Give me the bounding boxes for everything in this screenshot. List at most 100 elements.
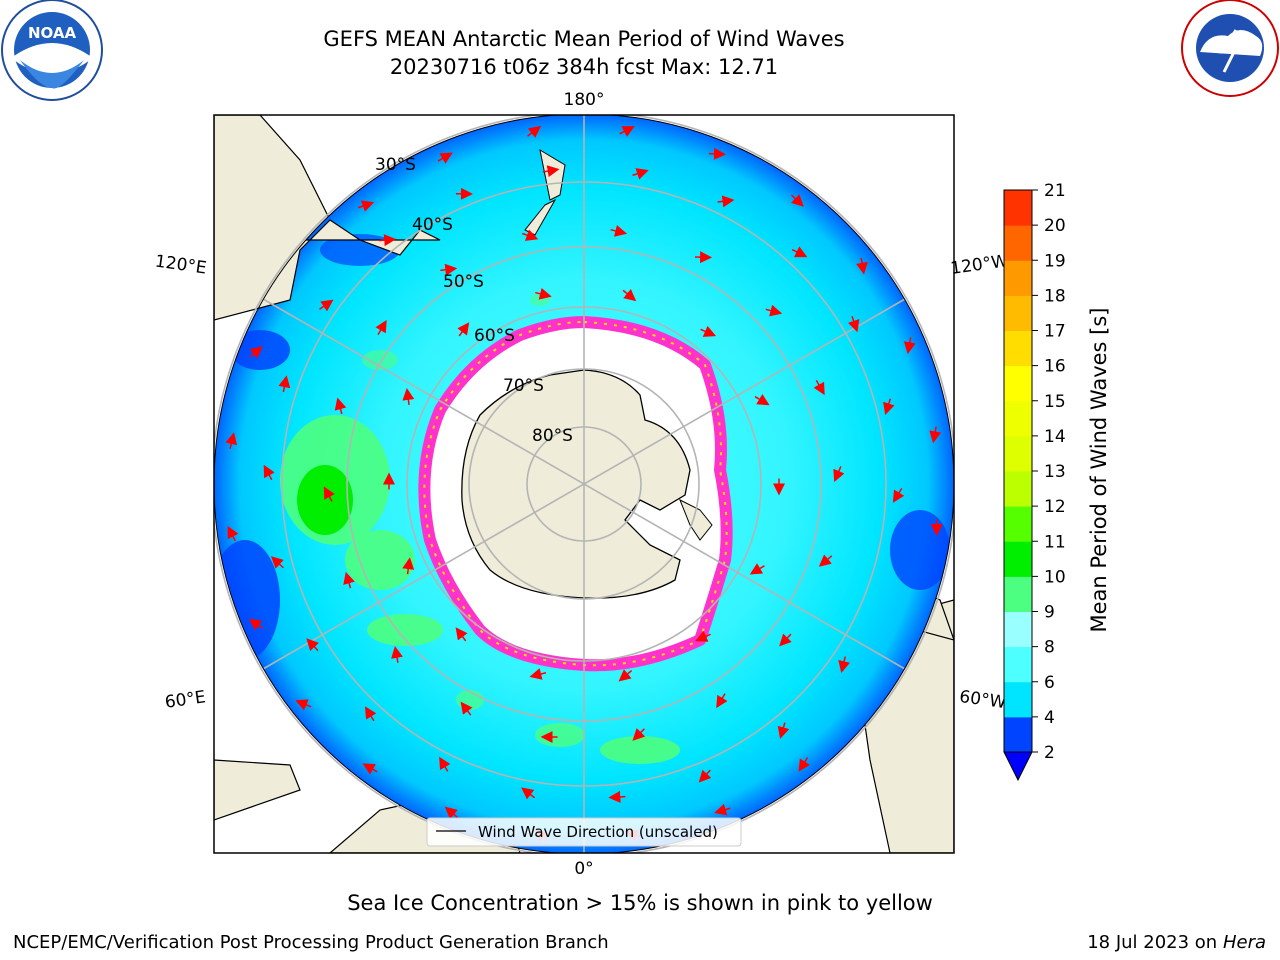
lat-label-30s: 30°S: [375, 155, 416, 175]
wind-wave-arrow: [323, 486, 335, 502]
colorbar-tick-label: 18: [1044, 286, 1066, 306]
wind-wave-arrow: [402, 557, 415, 575]
colorbar-bin: [1004, 506, 1032, 542]
wind-wave-arrow: [357, 200, 375, 212]
lon-label-60e: 60°E: [164, 687, 207, 712]
colorbar-tick-label: 2: [1044, 743, 1055, 763]
wind-wave-arrow: [455, 627, 468, 642]
wind-wave-arrow: [790, 194, 804, 207]
wind-wave-arrow: [457, 322, 470, 337]
noaa-logo-icon: NOAA: [1, 0, 103, 101]
lon-label-180: 180°: [564, 90, 605, 110]
wind-wave-arrow: [263, 464, 275, 481]
lon-label-120e: 120°E: [154, 252, 208, 279]
wind-wave-arrow: [700, 325, 717, 337]
lat-label-40s: 40°S: [412, 215, 453, 235]
wind-wave-arrow: [779, 633, 792, 647]
colorbar-bin: [1004, 365, 1032, 402]
colorbar-bin: [1004, 541, 1032, 577]
legend-label: Wind Wave Direction (unscaled): [478, 823, 718, 841]
wind-wave-arrow: [535, 287, 552, 300]
colorbar-tick-label: 10: [1044, 567, 1066, 587]
wind-wave-arrow: [440, 263, 458, 276]
lat-label-50s: 50°S: [443, 272, 484, 292]
wind-wave-arrow: [278, 375, 291, 393]
wind-wave-arrow: [777, 722, 790, 739]
colorbar-tick-label: 16: [1044, 357, 1066, 377]
footer-machine: Hera: [1222, 932, 1266, 953]
wind-wave-arrow: [527, 125, 542, 138]
wind-wave-arrow: [813, 379, 825, 396]
wind-wave-arrow: [717, 195, 735, 208]
wind-wave-arrow: [379, 234, 397, 247]
wind-wave-arrow: [343, 571, 355, 589]
colorbar-bin: [1004, 260, 1032, 296]
colorbar-tick-label: 13: [1044, 462, 1066, 482]
wind-wave-arrow: [716, 693, 728, 709]
colorbar-bin: [1004, 611, 1032, 648]
wind-wave-arrow: [521, 787, 536, 800]
colorbar-under-triangle: [1003, 751, 1033, 782]
wind-wave-arrow: [529, 668, 547, 680]
wind-wave-arrow: [319, 299, 334, 312]
wind-wave-arrow: [270, 556, 284, 569]
wave-period-patches: [214, 234, 950, 764]
wind-wave-arrow: [714, 803, 731, 816]
lat-label-70s: 70°S: [503, 376, 544, 396]
lon-label-0: 0°: [574, 859, 593, 879]
wind-wave-arrow: [695, 630, 711, 642]
colorbar-label: Mean Period of Wind Waves [s]: [1087, 308, 1111, 633]
colorbar-bin: [1004, 225, 1032, 261]
wind-wave-arrow: [402, 387, 415, 405]
map-legend: Wind Wave Direction (unscaled): [426, 817, 742, 847]
wind-wave-arrow: [818, 554, 833, 567]
lat-label-60s: 60°S: [474, 326, 515, 346]
lon-label-120w: 120°W: [949, 251, 1009, 279]
colorbar-tick-label: 8: [1044, 638, 1055, 658]
colorbar-tick-label: 12: [1044, 497, 1066, 517]
colorbar-bin: [1004, 471, 1032, 507]
colorbar-bin: [1004, 435, 1032, 472]
wind-wave-arrow: [618, 669, 633, 682]
colorbar-bin: [1004, 576, 1032, 612]
footer-date-text: 18 Jul 2023 on: [1087, 932, 1223, 953]
wind-wave-arrow: [227, 525, 239, 542]
colorbar-bin: [1004, 646, 1032, 683]
wind-wave-arrow: [334, 397, 347, 415]
wind-wave-arrow: [295, 699, 312, 711]
colorbar-tick-label: 20: [1044, 216, 1066, 236]
wind-wave-arrow: [833, 466, 845, 483]
wind-wave-arrow: [460, 701, 473, 716]
map-area: 30°S 40°S 50°S 60°S 70°S 80°S Wind Wave …: [214, 115, 954, 853]
wind-wave-arrow: [847, 315, 860, 333]
map-graticule: [214, 115, 954, 853]
colorbar-bin: [1004, 716, 1032, 753]
colorbar-tick-label: 9: [1044, 603, 1055, 623]
colorbar-tick-label: 11: [1044, 532, 1066, 552]
wind-wave-arrow: [439, 756, 451, 772]
wind-wave-arrow: [929, 426, 942, 444]
wind-wave-arrow: [619, 126, 635, 137]
wind-wave-arrow: [622, 288, 637, 302]
wind-wave-arrow: [632, 728, 646, 741]
colorbar-bin: [1004, 295, 1032, 331]
colorbar-tick-label: 15: [1044, 392, 1066, 412]
wind-wave-arrow: [444, 806, 459, 820]
colorbar-bin: [1004, 190, 1032, 226]
wind-wave-arrow: [364, 706, 377, 722]
wind-wave-arrow: [892, 487, 905, 503]
wind-wave-arrow: [903, 337, 916, 355]
wind-wave-arrow: [608, 790, 626, 803]
colorbar-bin: [1004, 681, 1032, 718]
wind-wave-arrow: [791, 246, 808, 258]
colorbar-tick-label: 17: [1044, 322, 1066, 342]
wind-wave-arrow: [749, 563, 765, 575]
colorbar-bin: [1004, 330, 1032, 367]
colorbar-tick-label: 6: [1044, 673, 1055, 693]
wind-wave-arrow: [856, 257, 868, 275]
colorbar-tick-label: 21: [1044, 181, 1066, 201]
wind-wave-arrow: [248, 618, 264, 631]
wind-wave-arrow: [249, 346, 263, 359]
chart-title: GEFS MEAN Antarctic Mean Period of Wind …: [323, 27, 845, 51]
sea-ice-note: Sea Ice Concentration > 15% is shown in …: [347, 891, 933, 915]
